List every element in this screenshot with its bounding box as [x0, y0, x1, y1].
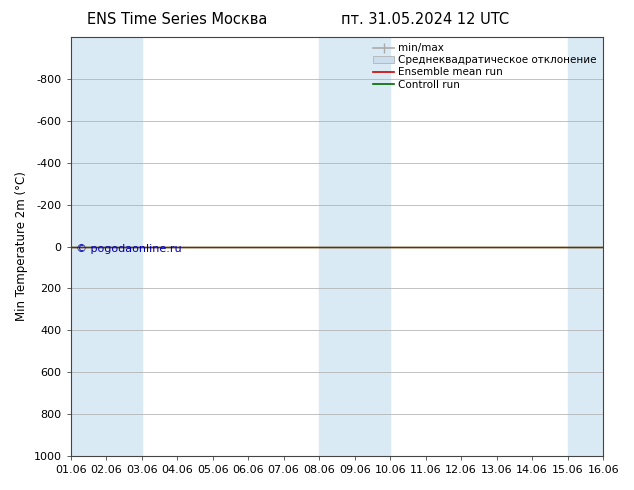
Bar: [567, 37, 603, 456]
Text: пт. 31.05.2024 12 UTC: пт. 31.05.2024 12 UTC: [340, 12, 509, 27]
Text: © pogodaonline.ru: © pogodaonline.ru: [76, 245, 181, 254]
Bar: [319, 37, 390, 456]
Text: ENS Time Series Москва: ENS Time Series Москва: [87, 12, 268, 27]
Legend: min/max, Среднеквадратическое отклонение, Ensemble mean run, Controll run: min/max, Среднеквадратическое отклонение…: [369, 39, 601, 94]
Y-axis label: Min Temperature 2m (°C): Min Temperature 2m (°C): [15, 172, 28, 321]
Bar: [70, 37, 141, 456]
